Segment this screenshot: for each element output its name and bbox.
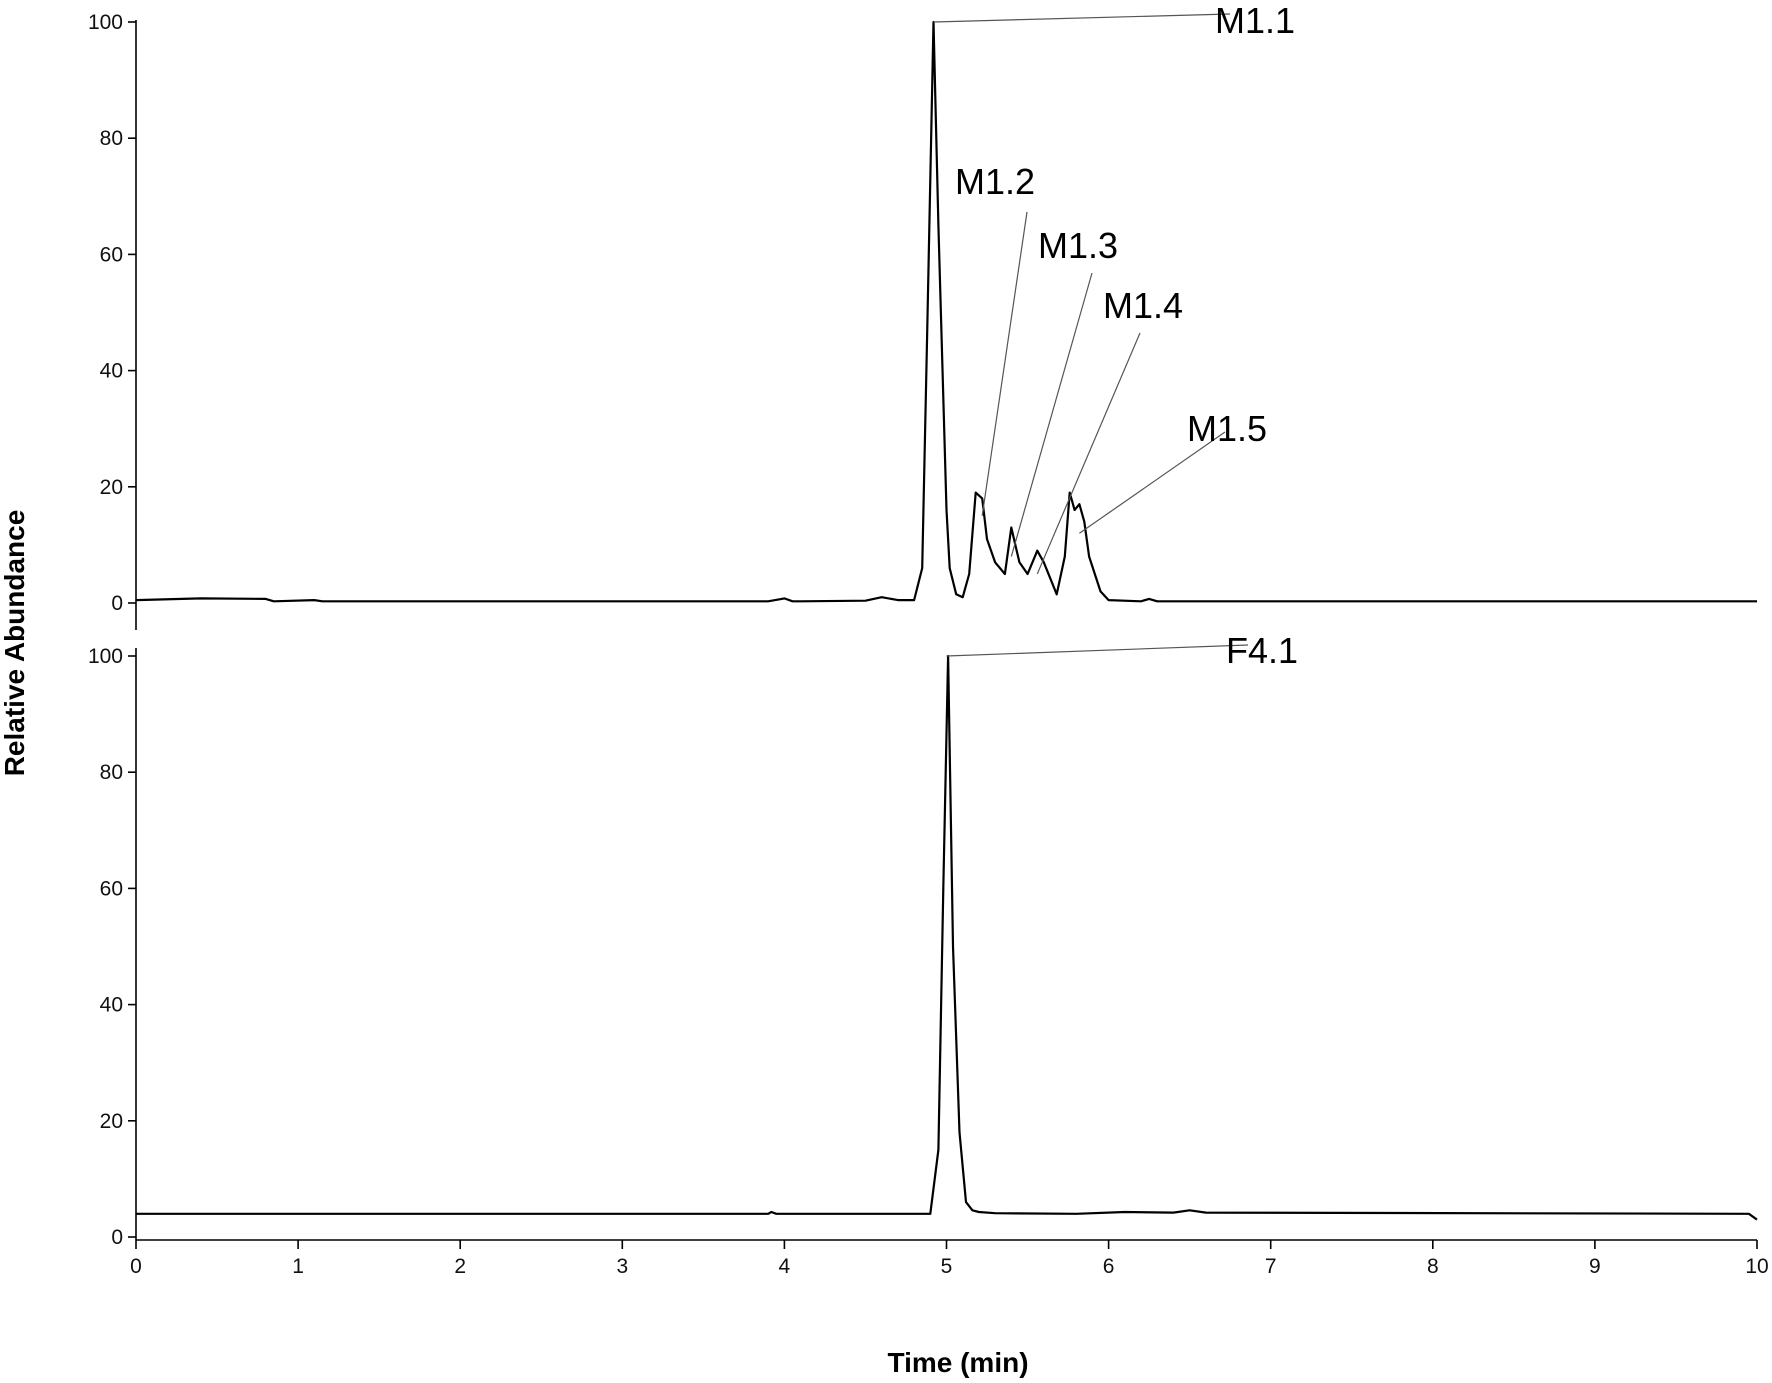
x-tick-label: 9 [1589,1255,1601,1278]
peak-leader-line [1079,431,1226,534]
y-tick-label: 0 [111,592,123,615]
x-tick-label: 2 [454,1255,466,1278]
panel-top: 0 20 40 60 80 100 M1.1 M1.2M1.3 M1.4 M1.5 [88,0,1757,630]
peak-label: M1.3 [1038,225,1118,266]
x-tick-label: 5 [941,1255,953,1278]
x-tick-label: 7 [1265,1255,1277,1278]
y-tick-label: 40 [100,994,123,1017]
x-tick-label: 10 [1745,1255,1768,1278]
y-tick-label: 0 [111,1226,123,1249]
y-tick-label: 80 [100,127,123,150]
y-axis-title: Relative Abundance [0,510,30,777]
chromatogram-trace [136,654,1758,1221]
x-tick-label: 6 [1103,1255,1115,1278]
peak-label: M1.5 [1187,408,1267,449]
peak-leader-line [981,211,1028,516]
peak-label: M1.1 [1215,0,1295,41]
peak-leader-line [946,644,1249,657]
y-tick-label: 60 [100,243,123,266]
chromatogram-trace [135,20,1757,603]
y-tick-label: 80 [100,761,123,784]
y-tick-label: 100 [88,645,123,668]
x-tick-label: 0 [130,1255,142,1278]
y-tick-label: 20 [100,1110,123,1133]
x-tick-label: 4 [779,1255,791,1278]
peak-label: F4.1 [1226,630,1298,671]
x-axis-title: Time (min) [887,1347,1028,1378]
y-tick-label: 60 [100,877,123,900]
y-tick-label: 100 [88,11,123,34]
x-tick-label: 3 [616,1255,628,1278]
peak-leader-line [933,13,1231,23]
peak-leader-line [1010,272,1093,557]
y-tick-label: 40 [100,360,123,383]
peak-leader-line [1036,332,1141,575]
x-tick-label: 1 [292,1255,304,1278]
panel-bottom: 0 20 40 60 80 100 F4.1 [88,630,1758,1249]
x-axis: 0 1 2 3 4 5 6 7 8 9 10 [130,1239,1769,1278]
x-tick-label: 8 [1427,1255,1439,1278]
peak-label: M1.4 [1103,285,1183,326]
peak-label: M1.2 [955,161,1035,202]
y-tick-label: 20 [100,476,123,499]
